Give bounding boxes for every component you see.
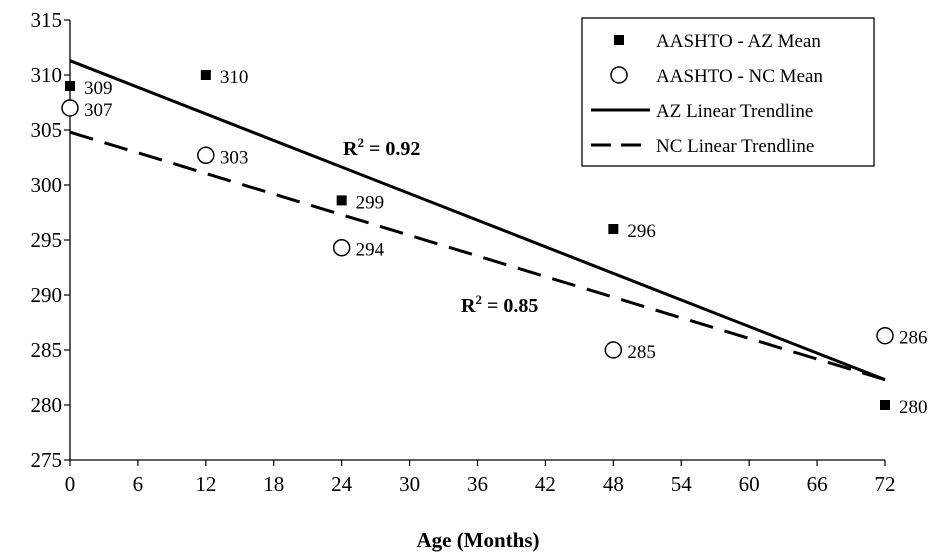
legend-nc-mean-label: AASHTO - NC Mean — [656, 66, 823, 87]
nc-data-label: 286 — [899, 328, 928, 349]
az-data-label: 299 — [356, 192, 385, 213]
data-points: 309 310 299 296 280 307 303 294 285 286 — [61, 67, 928, 418]
legend-box — [581, 17, 875, 167]
y-tick-label: 275 — [31, 448, 63, 472]
y-tick-label: 300 — [31, 173, 63, 197]
y-tick-label: 310 — [31, 63, 63, 87]
x-axis-title: Age (Months) — [416, 528, 539, 552]
axes: 275 280 285 290 295 300 305 310 315 0 6 12 18 24 30 36 4… — [31, 8, 896, 496]
x-tick-label: 42 — [535, 472, 556, 496]
nc-data-label: 294 — [356, 240, 385, 261]
y-tick-label: 295 — [31, 228, 63, 252]
nc-data-label: 303 — [220, 147, 249, 168]
y-tick-label: 315 — [31, 8, 63, 32]
legend-circle-marker — [610, 66, 628, 84]
az-data-point — [200, 70, 211, 80]
az-data-point — [65, 81, 75, 91]
az-trendline — [69, 59, 886, 382]
nc-data-point — [61, 99, 79, 117]
nc-data-point — [876, 326, 894, 345]
x-tick-label: 24 — [331, 472, 353, 496]
az-data-point — [608, 224, 619, 234]
az-data-label: 309 — [84, 78, 113, 99]
x-tick-label: 30 — [399, 472, 420, 496]
nc-data-point — [604, 341, 623, 359]
az-data-point — [336, 195, 347, 206]
x-tick-label: 66 — [807, 472, 828, 496]
nc-trendline — [69, 130, 886, 382]
legend-nc-trendline-label: NC Linear Trendline — [656, 136, 814, 157]
x-tick-label: 18 — [263, 472, 284, 496]
az-data-label: 310 — [220, 67, 249, 88]
az-data-label: 280 — [899, 397, 928, 418]
y-tick-label: 305 — [31, 118, 63, 142]
x-tick-label: 36 — [467, 472, 488, 496]
legend-square-marker — [614, 35, 624, 45]
nc-data-point — [197, 146, 215, 165]
trendlines — [69, 59, 886, 382]
y-tick-label: 280 — [31, 393, 63, 417]
x-tick-label: 48 — [603, 472, 624, 496]
r2-labels: R2 = 0.92 R2 = 0.85 — [343, 135, 538, 317]
legend-az-mean-label: AASHTO - AZ Mean — [656, 31, 821, 52]
az-r2-label: R2 = 0.92 — [343, 135, 420, 160]
nc-data-label: 307 — [84, 100, 113, 121]
legend-az-trendline-label: AZ Linear Trendline — [656, 101, 813, 122]
x-tick-label: 6 — [133, 472, 144, 496]
nc-data-point — [332, 238, 351, 257]
nc-r2-label: R2 = 0.85 — [461, 292, 538, 317]
az-data-point — [880, 400, 890, 410]
y-tick-label: 285 — [31, 338, 63, 362]
x-tick-label: 12 — [195, 472, 216, 496]
legend: AASHTO - AZ Mean AASHTO - NC Mean AZ Linea… — [581, 17, 875, 167]
y-tick-label: 290 — [31, 283, 63, 307]
nc-data-label: 285 — [627, 342, 656, 363]
x-tick-label: 60 — [739, 472, 760, 496]
x-tick-label: 72 — [875, 472, 896, 496]
x-tick-label: 54 — [671, 472, 693, 496]
az-data-label: 296 — [627, 221, 656, 242]
x-tick-label: 0 — [65, 472, 76, 496]
